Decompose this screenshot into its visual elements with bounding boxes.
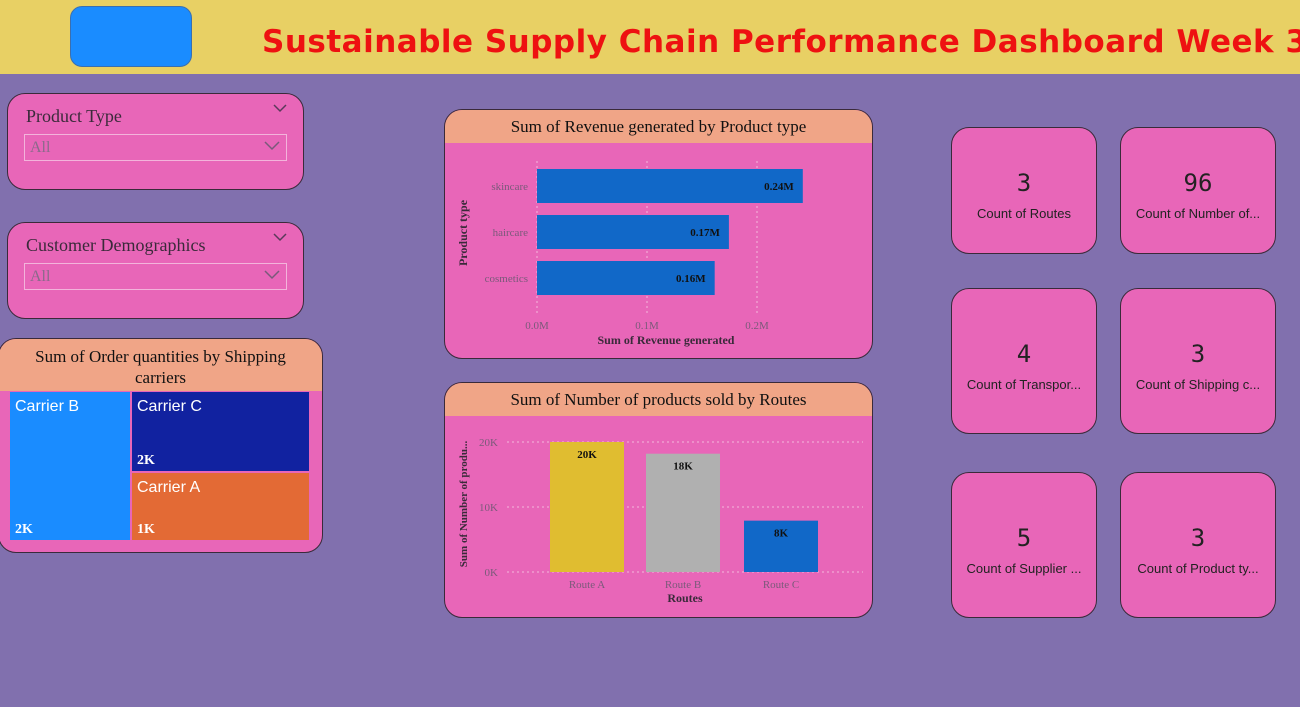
bar-route-b [646,453,720,572]
logo-button[interactable] [70,6,192,67]
bar-route-a [550,442,624,572]
y-tick-label: 0K [485,567,499,579]
kpi-label: Count of Transpor... [966,377,1082,392]
data-label: 20K [577,449,597,461]
treemap-order-quantities: Sum of Order quantities by Shipping carr… [0,338,323,553]
kpi-value: 4 [1016,340,1032,368]
x-tick-label: 0.2M [745,320,769,332]
kpi-card-transportation: 4 Count of Transpor... [951,288,1097,434]
y-tick-label: 10K [479,502,498,514]
page-title: Sustainable Supply Chain Performance Das… [262,24,1300,60]
y-tick-label: 20K [479,437,498,449]
treemap-title: Sum of Order quantities by Shipping carr… [0,339,322,391]
bar-cosmetics [537,261,715,295]
y-axis-title: Sum of Number of produ... [458,441,470,568]
slicer-selected-value: All [30,268,51,285]
kpi-label: Count of Number of... [1135,206,1261,221]
x-axis-title: Routes [667,591,703,605]
slicer-dropdown[interactable]: All [24,263,287,290]
chevron-down-icon [264,141,280,151]
kpi-label: Count of Product ty... [1137,561,1259,576]
kpi-value: 3 [1190,524,1206,552]
kpi-card-shipping-carriers: 3 Count of Shipping c... [1120,288,1276,434]
x-tick-label: Route B [665,579,701,591]
kpi-label: Count of Shipping c... [1135,377,1261,392]
slicer-selected-value: All [30,139,51,156]
data-label: 8K [774,528,789,540]
kpi-card-product-type: 3 Count of Product ty... [1120,472,1276,618]
slicer-customer-demographics[interactable]: Customer Demographics All [7,222,304,319]
routes-chart-title: Sum of Number of products sold by Routes [445,383,872,416]
routes-chart-card: Sum of Number of products sold by Routes… [444,382,873,618]
y-tick-label: haircare [493,227,529,239]
tile-label: Carrier B [15,398,80,415]
kpi-card-supplier: 5 Count of Supplier ... [951,472,1097,618]
kpi-card-routes: 3 Count of Routes [951,127,1097,254]
chevron-down-icon[interactable] [273,233,287,242]
treemap-tile-carrier-a[interactable]: Carrier A 1K [132,473,309,540]
x-tick-label: 0.1M [635,320,659,332]
slicer-dropdown[interactable]: All [24,134,287,161]
slicer-title: Product Type [26,106,122,126]
y-tick-label: skincare [491,181,528,193]
y-axis-title: Product type [456,199,470,266]
kpi-value: 3 [1016,169,1032,197]
bar-skincare [537,169,803,203]
bar-haircare [537,215,729,249]
data-label: 0.24M [764,181,794,193]
kpi-value: 96 [1183,169,1213,197]
routes-bar-chart: 0K 10K 20K 20K Route A 18K Route B 8K Route C Rou… [458,437,863,605]
tile-label: Carrier A [137,479,201,496]
x-axis-title: Sum of Revenue generated [598,333,735,347]
y-tick-label: cosmetics [485,273,528,285]
data-label: 18K [673,461,693,473]
tile-value: 1K [137,522,155,537]
bar-route-c [744,520,818,572]
revenue-chart-title: Sum of Revenue generated by Product type [445,110,872,143]
kpi-card-number-of-products: 96 Count of Number of... [1120,127,1276,254]
revenue-bar-chart: 0.0M 0.1M 0.2M skincare 0.24M haircare 0.17M co… [456,161,803,347]
treemap-tile-carrier-b[interactable]: Carrier B 2K [10,392,130,540]
kpi-label: Count of Supplier ... [966,561,1082,576]
chevron-down-icon[interactable] [273,104,287,113]
chevron-down-icon [264,270,280,280]
kpi-value: 3 [1190,340,1206,368]
tile-value: 2K [137,453,155,468]
slicer-title: Customer Demographics [26,235,206,255]
x-tick-label: Route A [569,579,605,591]
x-tick-label: Route C [763,579,799,591]
treemap-tile-carrier-c[interactable]: Carrier C 2K [132,392,309,471]
revenue-chart-card: Sum of Revenue generated by Product type… [444,109,873,359]
kpi-value: 5 [1016,524,1032,552]
kpi-label: Count of Routes [977,206,1071,221]
x-tick-label: 0.0M [525,320,549,332]
slicer-product-type[interactable]: Product Type All [7,93,304,190]
header-bar: Sustainable Supply Chain Performance Das… [0,0,1300,74]
data-label: 0.17M [690,227,720,239]
tile-label: Carrier C [137,398,202,415]
data-label: 0.16M [676,273,706,285]
tile-value: 2K [15,522,33,537]
